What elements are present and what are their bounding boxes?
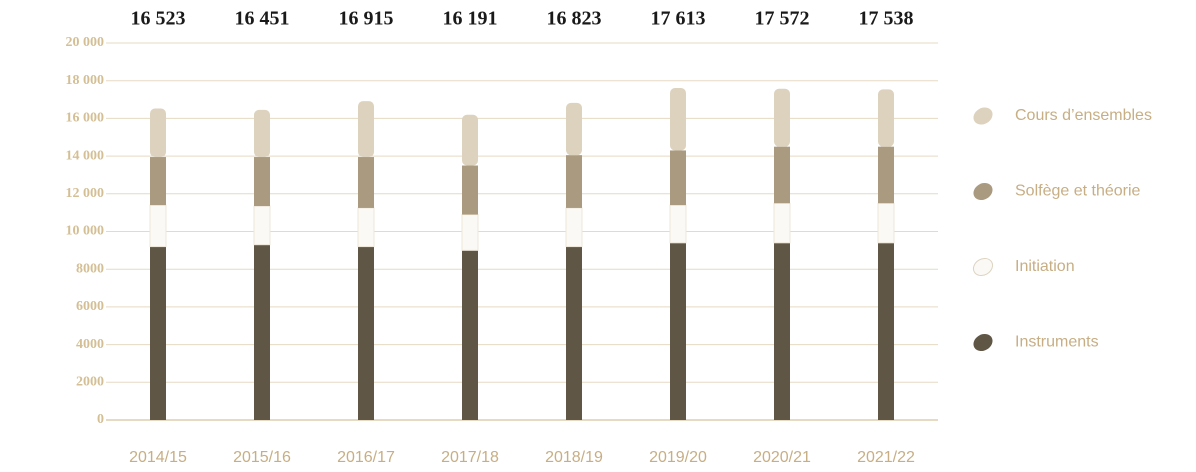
bar-segment [461, 214, 479, 251]
legend-label: Solfège et théorie [1015, 183, 1141, 200]
bar-segment [462, 250, 478, 420]
y-tick-label: 0 [97, 412, 104, 427]
legend-swatch [972, 257, 994, 277]
total-label: 16 823 [547, 8, 602, 30]
bar-segment [773, 202, 791, 244]
bar-segment [357, 207, 375, 248]
y-tick-label: 2000 [76, 375, 104, 390]
bar-segment [150, 108, 166, 158]
bar-segment [150, 246, 166, 420]
bar-segment [254, 244, 270, 420]
x-tick-label: 2021/22 [857, 449, 915, 466]
y-tick-label: 20 000 [66, 35, 105, 50]
bar-segment [566, 102, 582, 156]
x-tick-label: 2019/20 [649, 449, 707, 466]
y-tick-label: 12 000 [66, 186, 105, 201]
total-label: 16 915 [339, 8, 394, 30]
bar-segment [669, 204, 687, 244]
bar-segment [150, 157, 166, 206]
legend-label: Cours d’ensembles [1015, 107, 1152, 124]
legend-label: Instruments [1015, 334, 1099, 351]
bar-segment [878, 242, 894, 420]
bar-segment [358, 157, 374, 208]
bar-segment [565, 207, 583, 248]
y-tick-label: 18 000 [66, 73, 105, 88]
bar-segment [774, 88, 790, 147]
legend-swatch [973, 182, 993, 201]
total-label: 16 191 [443, 8, 498, 30]
x-tick-label: 2014/15 [129, 449, 187, 466]
legend-label: Initiation [1015, 258, 1075, 275]
total-label: 17 613 [651, 8, 706, 30]
x-tick-label: 2015/16 [233, 449, 291, 466]
bar-segment [358, 101, 374, 158]
x-tick-label: 2017/18 [441, 449, 499, 466]
bar-segment [878, 146, 894, 204]
bar-segment [566, 246, 582, 420]
bar-segment [149, 204, 167, 248]
bar-segment [774, 146, 790, 204]
bar-segment [358, 246, 374, 420]
y-tick-label: 10 000 [66, 224, 105, 239]
y-tick-label: 8000 [76, 261, 104, 276]
bar-segment [878, 89, 894, 147]
y-tick-label: 14 000 [66, 148, 105, 163]
y-tick-label: 4000 [76, 337, 104, 352]
total-label: 17 572 [755, 8, 810, 30]
bar-segment [254, 157, 270, 207]
x-tick-label: 2020/21 [753, 449, 811, 466]
legend-swatch [973, 107, 993, 125]
bar-segment [670, 242, 686, 420]
y-tick-label: 6000 [76, 299, 104, 314]
legend-swatch [973, 333, 993, 352]
total-label: 16 451 [235, 8, 290, 30]
bar-segment [254, 109, 270, 158]
bar-segment [462, 165, 478, 215]
total-label: 16 523 [131, 8, 186, 30]
bar-segment [670, 87, 686, 151]
x-tick-label: 2018/19 [545, 449, 603, 466]
bar-segment [877, 202, 895, 244]
bar-segment [253, 205, 271, 246]
bar-segment [462, 114, 478, 166]
bar-segment [670, 150, 686, 206]
y-tick-label: 16 000 [66, 111, 105, 126]
bar-segment [774, 242, 790, 420]
bar-segment [566, 155, 582, 208]
total-label: 17 538 [859, 8, 914, 30]
x-tick-label: 2016/17 [337, 449, 395, 466]
